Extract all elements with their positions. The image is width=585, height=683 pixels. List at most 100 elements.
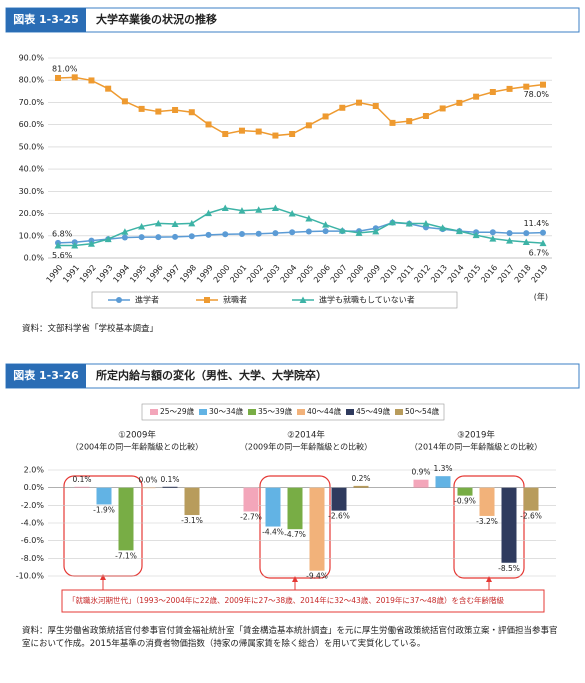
x-tick-label: 1999 [195,263,215,284]
marker [540,229,546,236]
marker [155,234,162,241]
group-note: （2004年の同一年齢階級との比較） [71,442,203,452]
bar [353,485,369,488]
marker [55,75,61,81]
group-label: ②2014年 [287,430,325,441]
marker [455,227,463,235]
data-label: -3.1% [181,516,203,525]
data-label: -4.4% [262,528,284,537]
marker [299,296,307,303]
marker [355,229,363,236]
marker [406,118,413,125]
x-tick-label: 2000 [212,263,232,284]
x-tick-label: 2016 [479,263,499,284]
marker [339,104,346,111]
legend-label: 進学者 [135,295,159,305]
bar [479,487,495,516]
data-label: -0.9% [454,497,476,506]
y-tick-label: 50.0% [19,142,45,151]
source: 資料：文部科学省「学校基本調査」 [22,324,159,334]
legend-frame [91,291,458,309]
marker [389,119,396,126]
data-label: -2.6% [520,512,542,521]
marker [204,297,210,303]
data-label: 11.4% [524,219,550,228]
marker [439,105,446,112]
x-unit: (年) [534,292,548,302]
bar [501,487,517,563]
marker [523,83,530,90]
y-tick-label: 0.0% [24,483,45,492]
figure-number: 図表 1-3-25 [13,12,79,26]
data-label: 6.8% [52,229,73,238]
marker [88,77,95,84]
bar [523,487,539,511]
data-label: 0.1% [72,475,91,484]
legend-label: 30～34歳 [209,406,244,416]
bar [309,487,325,571]
x-tick-label: 2007 [329,263,349,284]
marker [489,235,497,242]
data-label: -7.1% [115,551,137,560]
marker [439,224,447,231]
header-badge [6,8,86,32]
marker [405,220,413,227]
marker [305,122,312,129]
x-tick-label: 2004 [279,263,299,284]
legend-label: 45～49歳 [356,406,391,416]
legend-swatch [150,409,158,415]
y-tick-label: 20.0% [19,209,45,218]
marker [255,128,262,135]
marker [489,89,496,95]
header-badge [6,364,86,388]
marker [171,220,179,227]
y-tick-label: 80.0% [19,76,45,85]
marker [522,238,530,245]
marker [289,131,296,137]
series-line [58,207,544,247]
data-label: -4.7% [284,530,306,539]
marker [138,222,146,230]
y-tick-label: 2.0% [24,466,45,475]
data-label: 0.1% [160,475,179,484]
marker [422,113,429,119]
marker [205,121,212,128]
x-tick-label: 2014 [446,263,466,284]
legend-label: 50～54歳 [405,406,440,416]
marker [506,237,514,244]
marker [105,85,112,92]
legend-label: 25～29歳 [160,406,195,416]
data-label: 78.0% [524,90,550,99]
marker [456,99,463,106]
marker [155,108,162,115]
marker [271,204,279,211]
x-tick-label: 1995 [128,263,148,284]
marker [138,105,145,112]
marker [322,221,330,228]
figure-number: 図表 1-3-26 [13,368,79,382]
x-tick-label: 1990 [44,263,64,284]
x-tick-label: 2005 [295,263,315,284]
arrow-head [100,574,492,582]
group-note: （2009年の同一年齢階級との比較） [240,442,372,452]
marker [71,74,78,81]
data-label: 81.0% [52,65,78,74]
marker [523,230,530,237]
annotation: 「就職氷河期世代」（1993～2004年に22歳、2009年に27～38歳、20… [68,595,504,605]
marker [289,229,296,236]
data-label: 0.9% [411,468,430,477]
x-tick-label: 2013 [429,263,449,284]
x-tick-label: 2001 [228,263,248,284]
legend-swatch [346,409,354,415]
data-label: -9.4% [306,572,328,581]
marker [473,93,480,100]
marker [188,109,195,116]
bar [96,487,112,505]
marker [322,113,329,120]
data-label: 1.3% [433,464,452,473]
marker [238,207,246,214]
marker [472,231,480,239]
x-tick-label: 2003 [262,263,282,284]
marker [54,242,62,249]
